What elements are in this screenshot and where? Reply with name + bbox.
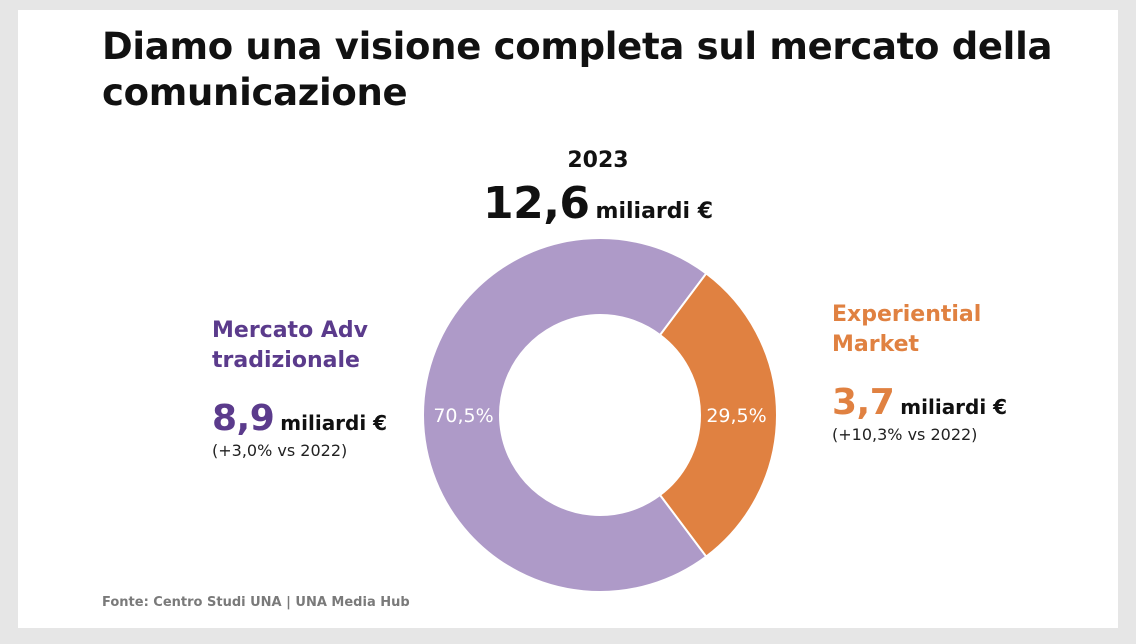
chart-total: 12,6 miliardi € [378, 178, 818, 229]
legend-adv-name: Mercato Adv tradizionale [212, 318, 368, 373]
donut-chart: 70,5% 29,5% [422, 237, 778, 593]
total-unit: miliardi € [595, 199, 714, 224]
total-value: 12,6 [482, 178, 590, 229]
slide: Diamo una visione completa sul mercato d… [18, 10, 1118, 628]
legend-experiential: Experiential Market 3,7 miliardi € (+10,3… [832, 300, 1102, 444]
donut-label-experiential: 29,5% [706, 405, 766, 427]
legend-adv-unit: miliardi € [280, 411, 388, 435]
legend-experiential-change: (+10,3% vs 2022) [832, 425, 978, 444]
legend-experiential-name: Experiential Market [832, 302, 982, 357]
donut-slice-experiential [658, 272, 778, 558]
donut-label-adv: 70,5% [433, 405, 493, 427]
page-title: Diamo una visione completa sul mercato d… [102, 25, 1053, 114]
legend-experiential-value-row: 3,7 miliardi € [832, 382, 1102, 423]
legend-experiential-value: 3,7 [832, 382, 895, 423]
donut-slice-adv [422, 237, 708, 593]
legend-experiential-unit: miliardi € [900, 395, 1008, 419]
legend-adv-value-row: 8,9 miliardi € [212, 398, 452, 439]
legend-adv-value: 8,9 [212, 398, 275, 439]
legend-adv-change: (+3,0% vs 2022) [212, 441, 348, 460]
source-note: Fonte: Centro Studi UNA | UNA Media Hub [102, 595, 410, 610]
chart-year: 2023 [567, 148, 629, 173]
legend-adv: Mercato Adv tradizionale 8,9 miliardi € (… [212, 316, 452, 460]
